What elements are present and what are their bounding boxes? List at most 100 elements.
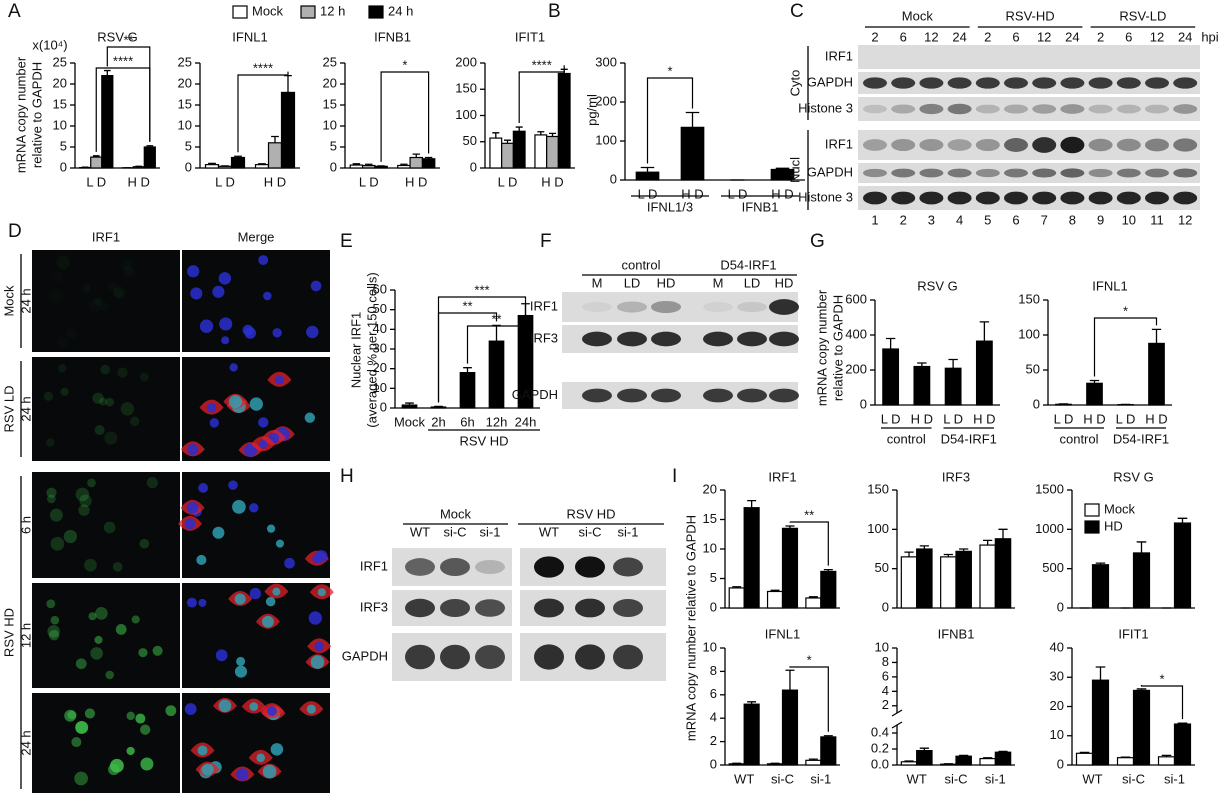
x-tick-label: H D	[681, 186, 703, 201]
lane-time: 6	[1125, 29, 1132, 44]
chart-title: IRF1	[768, 469, 796, 484]
panel-label: H	[340, 466, 354, 487]
group-label: control	[887, 431, 926, 446]
error-bar	[492, 132, 500, 139]
y-tick-label: 15	[323, 96, 337, 111]
bar	[401, 404, 418, 409]
cell	[49, 508, 63, 522]
y-tick-label: 0	[1057, 599, 1064, 614]
cell	[92, 392, 104, 404]
fraction-label: Nucl	[787, 157, 802, 183]
significance-label: *	[807, 652, 812, 667]
cell	[120, 402, 135, 416]
blot-band	[703, 331, 733, 347]
x-tick-label: 24h	[515, 414, 537, 429]
blot-band	[769, 388, 799, 403]
x-tick-label: L D	[1116, 411, 1136, 426]
y-tick-label: 300	[595, 54, 617, 69]
y-tick-label: 40	[373, 321, 387, 336]
blot-band	[1145, 77, 1169, 89]
lane-time: 24	[1178, 29, 1192, 44]
bar	[781, 689, 799, 766]
cell	[99, 397, 108, 406]
error-bar	[823, 569, 833, 572]
bar	[994, 751, 1012, 766]
y-tick-label: 20	[1050, 698, 1064, 713]
error-bar	[405, 402, 414, 406]
blot-row-label: IRF1	[825, 48, 853, 63]
blot-band	[703, 388, 733, 403]
y-tick-label: 100	[595, 132, 617, 147]
micrograph	[182, 250, 330, 352]
nucleus	[229, 363, 238, 372]
blot-band	[617, 331, 647, 347]
nucleus	[272, 328, 282, 338]
time-label: 24 h	[18, 288, 33, 313]
x-tick-label: L D	[498, 174, 518, 189]
cell	[135, 713, 146, 724]
error-bar	[919, 747, 929, 751]
bar	[1173, 522, 1192, 609]
nucleus	[236, 656, 246, 666]
cell	[46, 599, 56, 609]
blot-row-label: IRF1	[530, 298, 558, 313]
nucleus	[249, 503, 259, 513]
nucleus	[310, 280, 322, 292]
y-tick-label: 4	[882, 683, 889, 698]
bar	[1173, 723, 1192, 766]
nucleus	[314, 641, 324, 652]
blot-band	[1088, 77, 1113, 89]
blot-band	[575, 556, 605, 578]
x-tick-label: L D	[215, 174, 235, 189]
significance-label: **	[123, 32, 133, 47]
lane-label: M	[592, 275, 603, 290]
bar	[680, 126, 705, 181]
y-tick-label: 150	[1018, 291, 1040, 306]
blot-group-label: control	[621, 257, 660, 272]
blot-band	[975, 168, 1000, 178]
bar	[900, 556, 918, 609]
nucleus	[186, 502, 199, 514]
cell	[105, 397, 115, 407]
cell	[48, 629, 60, 641]
nucleus	[201, 763, 214, 776]
error-bar	[904, 760, 914, 762]
nucleus	[256, 753, 265, 763]
y-tick-label: 0.4	[871, 724, 889, 739]
y-axis-label: mRNA copy number relative to GAPDH	[683, 515, 698, 741]
lane-time: 2	[1097, 29, 1104, 44]
cell	[165, 705, 177, 717]
blot-band	[1173, 77, 1198, 89]
blot-band	[1004, 138, 1028, 152]
y-tick-label: 8	[710, 663, 717, 678]
x-tick-label: si-C	[1122, 771, 1145, 786]
y-tick-label: 30	[373, 340, 387, 355]
cell	[53, 272, 64, 283]
bar	[361, 164, 376, 169]
significance-bracket	[437, 312, 498, 403]
error-bar	[1095, 562, 1106, 565]
blot-band	[947, 103, 972, 115]
cell	[57, 337, 68, 348]
blot-band	[475, 599, 505, 617]
cell	[108, 763, 120, 776]
cell	[112, 288, 123, 299]
x-tick-label: H D	[771, 186, 793, 201]
blot-row-label: GAPDH	[807, 164, 853, 179]
bar	[955, 550, 972, 609]
error-bar	[424, 156, 433, 159]
error-bar	[234, 155, 242, 158]
blot-band	[1004, 104, 1028, 114]
y-tick-label: 15	[703, 511, 717, 526]
micrograph	[182, 583, 330, 688]
time-label: 24 h	[18, 730, 33, 755]
blot-band	[1032, 77, 1057, 89]
legend-swatch	[232, 5, 248, 19]
bar	[975, 340, 993, 406]
blot-band	[891, 191, 916, 205]
blot-band	[947, 191, 972, 205]
bar	[557, 72, 571, 169]
bar	[805, 597, 822, 609]
blot-band	[575, 598, 605, 618]
